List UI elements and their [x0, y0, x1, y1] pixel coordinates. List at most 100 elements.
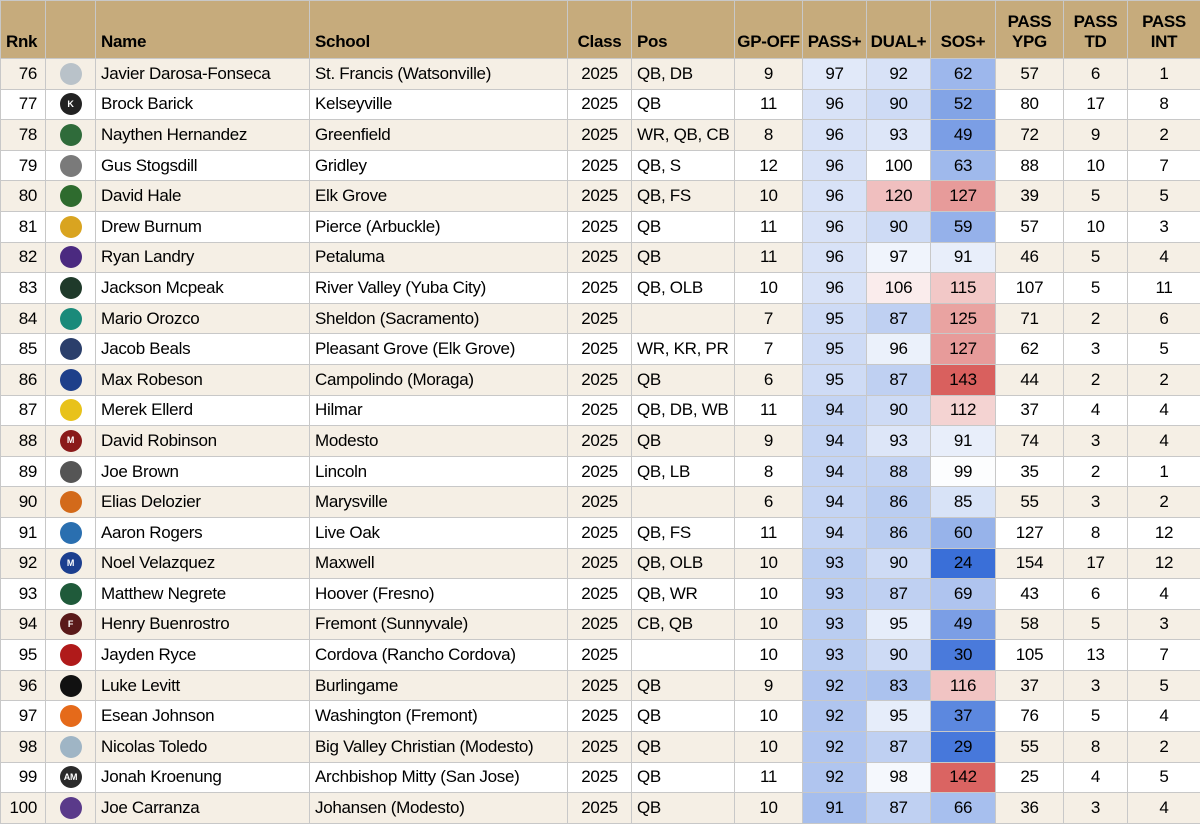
cell-school: Gridley	[309, 149, 568, 182]
cell-sos-plus: 49	[930, 119, 996, 151]
column-header-logo[interactable]	[45, 0, 96, 59]
column-header-pass-int[interactable]: PASS INT	[1127, 0, 1200, 59]
table-body: 76 Javier Darosa-Fonseca St. Francis (Wats…	[0, 58, 1200, 824]
table-row[interactable]: 89 Joe Brown Lincoln 2025 QB, LB 8 94 88 99 35 2 1	[0, 455, 1200, 488]
cell-dual-plus: 90	[866, 210, 931, 243]
cell-pass-plus: 95	[802, 363, 867, 396]
column-header-pass-plus[interactable]: PASS+	[802, 0, 867, 59]
cell-gp: 11	[734, 761, 803, 794]
lion-logo-icon	[59, 521, 82, 544]
school-logo	[45, 578, 96, 610]
table-row[interactable]: 86 Max Robeson Campolindo (Moraga) 2025 QB 6 9…	[0, 363, 1200, 396]
cell-sos-plus: 85	[930, 486, 996, 518]
cell-pos: QB, DB, WB	[631, 394, 735, 427]
cell-pass-plus: 92	[802, 700, 867, 733]
table-row[interactable]: 90 Elias Delozier Marysville 2025 6 94 86 85 55 3…	[0, 486, 1200, 518]
school-logo: AM	[45, 761, 96, 794]
table-row[interactable]: 93 Matthew Negrete Hoover (Fresno) 2025 QB, …	[0, 578, 1200, 610]
table-row[interactable]: 95 Jayden Ryce Cordova (Rancho Cordova) 202…	[0, 639, 1200, 671]
column-header-pass-td[interactable]: PASS TD	[1063, 0, 1128, 59]
table-row[interactable]: 94 F Henry Buenrostro Fremont (Sunnyvale) 20…	[0, 608, 1200, 641]
letter-m-logo-icon: M	[59, 552, 82, 575]
cell-pos: QB, OLB	[631, 547, 735, 580]
school-logo	[45, 149, 96, 182]
column-header-school[interactable]: School	[309, 0, 568, 59]
school-logo	[45, 486, 96, 518]
table-row[interactable]: 80 David Hale Elk Grove 2025 QB, FS 10 96 120 12…	[0, 180, 1200, 212]
elk-logo-icon	[59, 185, 82, 208]
cell-name: Gus Stogsdill	[95, 149, 310, 182]
cell-pass-td: 3	[1063, 792, 1128, 824]
cell-pass-ypg: 55	[995, 731, 1064, 763]
column-header-sos-plus[interactable]: SOS+	[930, 0, 996, 59]
cell-pos	[631, 302, 735, 335]
table-header: Rnk Name School Class Pos GP-OFF PASS+ DUAL+ SOS…	[0, 0, 1200, 59]
column-header-pos[interactable]: Pos	[631, 0, 735, 59]
cell-rank: 90	[0, 486, 46, 518]
star-logo-icon	[59, 582, 82, 605]
table-row[interactable]: 83 Jackson Mcpeak River Valley (Yuba City)…	[0, 272, 1200, 304]
table-row[interactable]: 87 Merek Ellerd Hilmar 2025 QB, DB, WB 11 94 90…	[0, 394, 1200, 427]
crest-logo-icon	[59, 735, 82, 758]
table-row[interactable]: 99 AM Jonah Kroenung Archbishop Mitty (San …	[0, 761, 1200, 794]
table-row[interactable]: 79 Gus Stogsdill Gridley 2025 QB, S 12 96 100 63…	[0, 149, 1200, 182]
cell-pass-ypg: 62	[995, 333, 1064, 365]
cell-pass-plus: 94	[802, 516, 867, 549]
school-logo	[45, 700, 96, 733]
table-row[interactable]: 78 Naythen Hernandez Greenfield 2025 WR, QB,…	[0, 119, 1200, 151]
school-logo	[45, 58, 96, 90]
cell-pos: QB, FS	[631, 516, 735, 549]
cell-pass-td: 3	[1063, 486, 1128, 518]
cell-sos-plus: 91	[930, 241, 996, 274]
column-header-name[interactable]: Name	[95, 0, 310, 59]
cell-gp: 10	[734, 180, 803, 212]
table-row[interactable]: 88 M David Robinson Modesto 2025 QB 9 94 93 91 74 3…	[0, 425, 1200, 457]
cell-sos-plus: 127	[930, 180, 996, 212]
school-logo: M	[45, 547, 96, 580]
cell-pass-ypg: 74	[995, 425, 1064, 457]
cell-pos: WR, QB, CB	[631, 119, 735, 151]
cell-pos: QB	[631, 792, 735, 824]
table-row[interactable]: 84 Mario Orozco Sheldon (Sacramento) 2025 7 9…	[0, 302, 1200, 335]
table-row[interactable]: 82 Ryan Landry Petaluma 2025 QB 11 96 97 91 46 5 4	[0, 241, 1200, 274]
table-row[interactable]: 77 K Brock Barick Kelseyville 2025 QB 11 96 90 52…	[0, 88, 1200, 121]
table-row[interactable]: 98 Nicolas Toledo Big Valley Christian (Mo…	[0, 731, 1200, 763]
cell-name: Aaron Rogers	[95, 516, 310, 549]
column-header-rank[interactable]: Rnk	[0, 0, 46, 59]
cell-rank: 78	[0, 119, 46, 151]
table-row[interactable]: 97 Esean Johnson Washington (Fremont) 2025 Q…	[0, 700, 1200, 733]
am-monogram-logo-icon: AM	[59, 766, 82, 789]
cell-class: 2025	[567, 210, 632, 243]
cell-gp: 10	[734, 547, 803, 580]
table-row[interactable]: 100 Joe Carranza Johansen (Modesto) 2025 QB 1…	[0, 792, 1200, 824]
cell-class: 2025	[567, 272, 632, 304]
table-row[interactable]: 76 Javier Darosa-Fonseca St. Francis (Wats…	[0, 58, 1200, 90]
bulldog-logo-icon	[59, 154, 82, 177]
cell-pass-int: 1	[1127, 58, 1200, 90]
school-logo	[45, 363, 96, 396]
cell-pass-td: 6	[1063, 58, 1128, 90]
column-header-class[interactable]: Class	[567, 0, 632, 59]
cell-pass-td: 2	[1063, 363, 1128, 396]
cell-pass-td: 10	[1063, 149, 1128, 182]
cell-gp: 9	[734, 669, 803, 702]
cell-pass-td: 13	[1063, 639, 1128, 671]
cell-pass-plus: 96	[802, 119, 867, 151]
table-row[interactable]: 96 Luke Levitt Burlingame 2025 QB 9 92 83 116 37 3…	[0, 669, 1200, 702]
table-row[interactable]: 92 M Noel Velazquez Maxwell 2025 QB, OLB 10 93 9…	[0, 547, 1200, 580]
cell-sos-plus: 66	[930, 792, 996, 824]
table-row[interactable]: 85 Jacob Beals Pleasant Grove (Elk Grove) 2…	[0, 333, 1200, 365]
cell-gp: 10	[734, 700, 803, 733]
cell-pass-td: 8	[1063, 731, 1128, 763]
cell-pass-td: 4	[1063, 394, 1128, 427]
table-row[interactable]: 91 Aaron Rogers Live Oak 2025 QB, FS 11 94 86 60…	[0, 516, 1200, 549]
cell-pass-int: 4	[1127, 425, 1200, 457]
cell-pos: QB	[631, 731, 735, 763]
column-header-dual-plus[interactable]: DUAL+	[866, 0, 931, 59]
cell-rank: 93	[0, 578, 46, 610]
column-header-gp[interactable]: GP-OFF	[734, 0, 803, 59]
cell-pass-td: 5	[1063, 272, 1128, 304]
table-row[interactable]: 81 Drew Burnum Pierce (Arbuckle) 2025 QB 11 96…	[0, 210, 1200, 243]
column-header-pass-ypg[interactable]: PASS YPG	[995, 0, 1064, 59]
cell-pass-plus: 93	[802, 578, 867, 610]
